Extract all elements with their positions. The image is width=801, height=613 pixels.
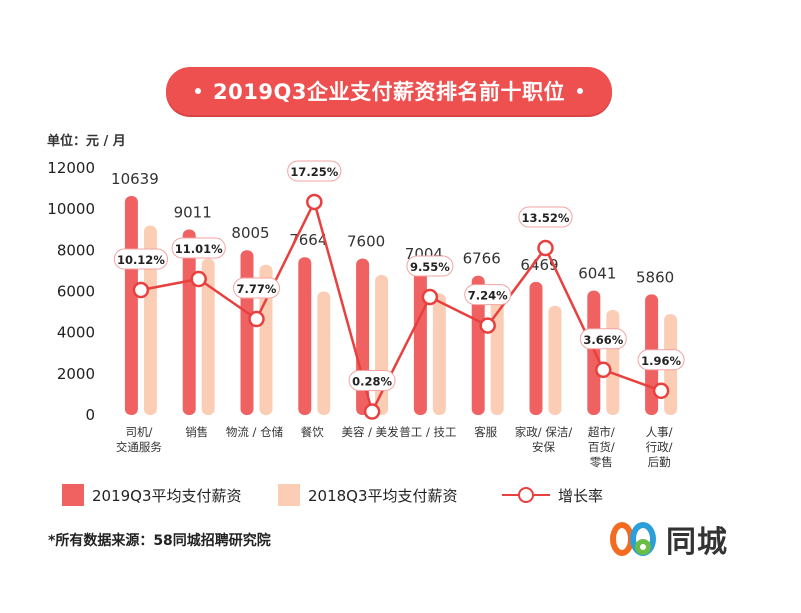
y-tick-label: 0 — [85, 406, 95, 424]
x-category-label: 百货/ — [588, 440, 615, 454]
growth-label-bubble — [233, 277, 280, 299]
bar-2018 — [606, 310, 620, 415]
title-bullet-left — [195, 88, 202, 94]
growth-value-label: 0.28% — [352, 375, 392, 389]
bar-2019 — [529, 281, 543, 415]
growth-value-label: 11.01% — [175, 242, 223, 256]
legend-swatch-2018 — [278, 484, 300, 506]
brand-logo: 同城 — [608, 517, 728, 561]
growth-label-bubble — [518, 206, 573, 228]
growth-label-bubble — [464, 284, 512, 306]
x-category-label: 普工 / 技工 — [399, 425, 456, 439]
growth-value-label: 10.12% — [117, 253, 165, 267]
growth-label-bubble — [637, 349, 685, 371]
x-category-label: 物流 / 仓储 — [226, 425, 284, 439]
58-logo-icon — [608, 519, 660, 559]
x-category-label: 人事/ — [646, 425, 673, 439]
bar-2019 — [587, 290, 601, 415]
bar-2019-value-label: 5860 — [636, 268, 674, 286]
growth-line — [140, 200, 662, 413]
bar-2019 — [298, 257, 312, 415]
source-note: *所有数据来源：58同城招聘研究院 — [48, 533, 271, 549]
unit-label: 单位：元 / 月 — [47, 134, 126, 149]
bar-2019-value-label: 10639 — [111, 170, 159, 188]
x-category-label: 销售 — [185, 425, 208, 439]
growth-label-bubble — [348, 370, 396, 392]
y-tick-label: 2000 — [57, 365, 95, 383]
y-tick-label: 6000 — [57, 283, 95, 301]
bar-2019-value-label: 7600 — [347, 233, 385, 251]
legend-label-growth: 增长率 — [558, 486, 604, 505]
growth-value-label: 7.77% — [237, 282, 277, 296]
growth-label-bubble — [287, 160, 342, 182]
logo-text: 同城 — [666, 525, 728, 560]
bar-2019 — [240, 250, 254, 415]
growth-label-bubble — [579, 328, 627, 350]
growth-point — [595, 361, 612, 379]
bar-2018 — [432, 293, 446, 415]
legend-swatch-2019 — [62, 484, 84, 506]
x-category-label: 超市/ — [588, 425, 615, 439]
growth-value-label: 13.52% — [522, 211, 570, 225]
y-tick-label: 4000 — [57, 324, 95, 342]
x-category-label: 交通服务 — [116, 440, 162, 454]
salary-chart: 0 2000 4000 6000 8000 10000 12000 10639 司机/交通服务 9… — [47, 159, 685, 469]
x-category-label: 安保 — [532, 440, 555, 454]
growth-point — [537, 239, 554, 257]
x-category-label: 行政/ — [646, 440, 673, 454]
legend-item-growth: 增长率 — [502, 484, 603, 506]
x-category-label: 后勤 — [648, 455, 671, 469]
legend-item-2018: 2018Q3平均支付薪资 — [278, 484, 458, 506]
growth-point — [479, 317, 496, 334]
bar-2019-value-label: 6041 — [578, 265, 616, 283]
legend-item-2019: 2019Q3平均支付薪资 — [62, 484, 242, 506]
growth-point — [421, 288, 439, 306]
growth-value-label: 1.96% — [641, 354, 681, 368]
bar-2019-value-label: 8005 — [231, 224, 269, 242]
bar-2018 — [143, 225, 157, 415]
y-tick-label: 8000 — [57, 241, 95, 259]
x-category-label: 零售 — [590, 455, 613, 469]
bar-2018 — [201, 258, 215, 415]
x-category-label: 餐饮 — [301, 425, 324, 439]
x-category-label: 美容 / 美发 — [342, 425, 400, 439]
bar-2018 — [317, 291, 331, 415]
bar-2019 — [124, 196, 138, 415]
growth-label-bubble — [406, 255, 454, 277]
growth-point — [248, 310, 265, 328]
growth-value-label: 7.24% — [468, 289, 508, 303]
bar-2018 — [259, 264, 273, 415]
growth-label-bubble — [113, 248, 169, 270]
growth-value-label: 9.55% — [410, 260, 450, 274]
bar-2019-value-label: 9011 — [174, 204, 212, 222]
chart-title-text: 2019Q3企业支付薪资排名前十职位 — [213, 80, 565, 104]
chart-title: 2019Q3企业支付薪资排名前十职位 — [166, 67, 612, 115]
x-category-label: 客服 — [474, 425, 497, 439]
growth-point — [363, 403, 381, 420]
bar-2019 — [471, 275, 485, 415]
x-category-label: 司机/ — [125, 425, 152, 439]
growth-point — [652, 382, 670, 400]
legend-label-2018: 2018Q3平均支付薪资 — [308, 486, 458, 505]
y-tick-label: 10000 — [47, 200, 95, 218]
y-tick-label: 12000 — [47, 159, 95, 177]
growth-point — [190, 270, 207, 288]
title-bullet-right — [576, 88, 583, 94]
x-category-label: 家政/ 保洁/ — [515, 425, 573, 439]
growth-value-label: 17.25% — [290, 165, 338, 179]
growth-point — [306, 193, 323, 211]
growth-value-label: 3.66% — [583, 333, 623, 347]
growth-label-bubble — [171, 237, 226, 259]
bar-2018 — [548, 305, 562, 415]
growth-point — [132, 281, 150, 299]
legend-line-marker-icon — [502, 484, 550, 506]
bar-2019-value-label: 6766 — [463, 250, 501, 268]
legend-label-2019: 2019Q3平均支付薪资 — [92, 486, 242, 505]
